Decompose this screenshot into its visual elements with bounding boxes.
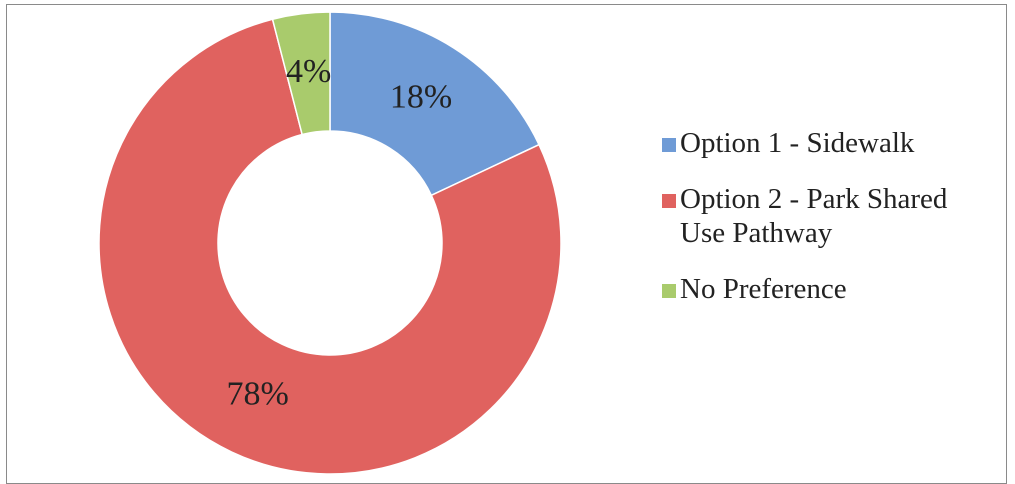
donut-slice [98,18,562,475]
legend-label: No Preference [680,273,847,305]
donut-slice [271,11,331,136]
data-label: 78% [226,376,288,413]
data-label: 4% [286,53,331,90]
donut-slice [329,11,541,197]
legend-item: Option 2 - Park Shared Use Pathway [662,182,1002,250]
legend-swatch [662,138,676,152]
data-label: 18% [390,78,452,115]
legend-swatch [662,284,676,298]
legend-item: Option 1 - Sidewalk [662,126,1002,160]
legend-swatch [662,194,676,208]
legend: Option 1 - Sidewalk Option 2 - Park Share… [662,126,1002,328]
legend-label: Option 2 - Park Shared Use Pathway [680,183,948,249]
legend-label: Option 1 - Sidewalk [680,127,915,159]
legend-item: No Preference [662,272,1002,306]
